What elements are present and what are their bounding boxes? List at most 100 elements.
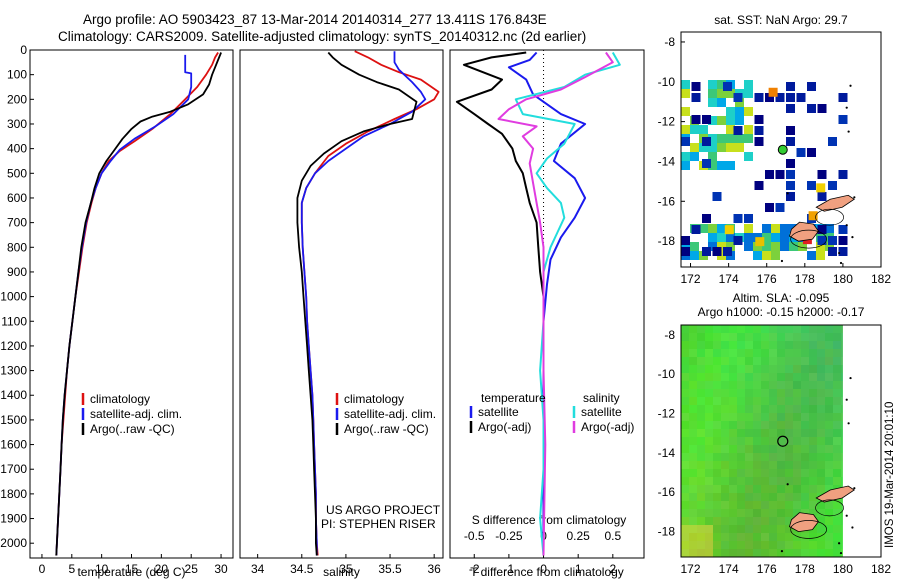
salinity-line-argo <box>296 51 418 556</box>
sst-map-cell <box>744 107 753 116</box>
sla-map-cell <box>833 533 841 541</box>
sla-map-islet <box>847 422 850 425</box>
sst-map-cell <box>708 242 717 251</box>
sla-map-cell <box>841 533 843 541</box>
sst-map-cell <box>681 80 690 89</box>
sla-map-cell <box>825 469 833 477</box>
sla-map-cell <box>721 461 729 469</box>
sla-map-cell <box>713 341 721 349</box>
sla-map-cell <box>761 525 769 533</box>
sla-map-cell <box>713 549 721 557</box>
sst-map-cell <box>786 181 795 190</box>
sla-map-cell <box>825 357 833 365</box>
sst-map-cell <box>681 107 690 116</box>
sla-map-cell <box>777 501 785 509</box>
sla-map-cell <box>809 533 817 541</box>
sla-map-cell <box>705 445 713 453</box>
sla-map-cell <box>785 485 793 493</box>
salinity-line-climatology <box>300 50 440 556</box>
sla-map-cell <box>737 365 745 373</box>
sst-map-cell <box>726 161 735 170</box>
sla-map-cell <box>793 429 801 437</box>
sla-map-cell <box>729 365 737 373</box>
sla-map-cell <box>705 437 713 445</box>
sla-map-cell <box>721 389 729 397</box>
difference-x-tick-label: -1 <box>504 562 515 576</box>
sst-map-islet <box>780 259 784 263</box>
sla-map-cell <box>705 341 713 349</box>
sla-map-cell <box>801 493 809 501</box>
sla-map-cell <box>697 485 705 493</box>
sla-map-cell <box>713 477 721 485</box>
sla-map-cell <box>777 349 785 357</box>
sla-map-cell <box>777 389 785 397</box>
sla-map-cell <box>713 405 721 413</box>
sst-map-lat-tick-label: -18 <box>658 234 676 248</box>
sla-map-cell <box>817 373 825 381</box>
sla-map-cell <box>793 341 801 349</box>
sla-map-cell <box>689 485 697 493</box>
sla-map-cell <box>713 325 721 333</box>
sla-map-islet <box>853 487 856 490</box>
sst-map-cell <box>775 170 785 179</box>
sst-map-cell <box>744 152 753 161</box>
sla-map-cell <box>721 517 729 525</box>
sla-map-cell <box>785 373 793 381</box>
sla-map-cell <box>769 365 777 373</box>
sla-map-cell <box>689 525 697 533</box>
sla-map-cell <box>729 453 737 461</box>
sla-map-cell <box>841 429 843 437</box>
depth-tick-label: 1000 <box>0 290 27 304</box>
sla-map-cell <box>769 325 777 333</box>
sst-map-cell <box>717 98 726 107</box>
sla-map-cell <box>833 341 841 349</box>
sla-map-cell <box>737 509 745 517</box>
sst-map-cell <box>717 161 726 170</box>
sla-map-cell <box>777 533 785 541</box>
sla-map-cell <box>737 517 745 525</box>
sla-map-cell <box>721 549 729 557</box>
sla-map-cell <box>825 477 833 485</box>
sla-map-cell <box>721 381 729 389</box>
sla-map-cell <box>705 397 713 405</box>
sst-map-cell <box>699 125 708 134</box>
sla-map-cell <box>729 381 737 389</box>
sla-map-cell <box>721 533 729 541</box>
sst-map-cell <box>771 242 780 251</box>
sla-map-cell <box>753 381 761 389</box>
sst-map-cell <box>754 181 764 190</box>
sla-map-cell <box>753 469 761 477</box>
sla-map-cell <box>745 525 753 533</box>
sla-map-cell <box>713 429 721 437</box>
sla-map-cell <box>841 397 843 405</box>
temperature-legend-argo-label: Argo(..raw -QC) <box>90 422 175 436</box>
sst-map-cell <box>681 137 690 146</box>
sst-map-cell <box>681 125 690 134</box>
sla-map-lat-tick-label: -18 <box>658 524 676 538</box>
sla-map-cell <box>809 509 817 517</box>
difference-x-tick-label: 1 <box>575 562 582 576</box>
sla-map-cell <box>801 437 809 445</box>
sst-map-cell <box>765 93 774 102</box>
depth-tick-label: 200 <box>7 92 27 106</box>
sst-map-cell-warm <box>724 225 734 235</box>
sla-map-cell <box>817 477 825 485</box>
sla-map-cell <box>833 509 841 517</box>
sst-map-lon-tick-label: 182 <box>871 272 891 286</box>
sla-map-cell <box>729 325 737 333</box>
sla-map-cell <box>721 541 729 549</box>
sst-map-cell <box>828 137 837 146</box>
sla-map-cell <box>825 517 833 525</box>
depth-tick-label: 1600 <box>0 438 27 452</box>
sla-map-cell <box>729 357 737 365</box>
sla-map-cell <box>793 477 801 485</box>
sla-map-cell <box>841 349 843 357</box>
sla-map-cell <box>697 381 705 389</box>
sst-map-islet <box>845 106 848 109</box>
sla-map-cell <box>681 493 689 501</box>
temperature-line-climatology <box>55 52 219 556</box>
sla-map-cell <box>833 445 841 453</box>
sla-map-cell <box>737 485 745 493</box>
sst-map-lon-tick-label: 180 <box>833 272 853 286</box>
sla-map-cell <box>697 461 705 469</box>
